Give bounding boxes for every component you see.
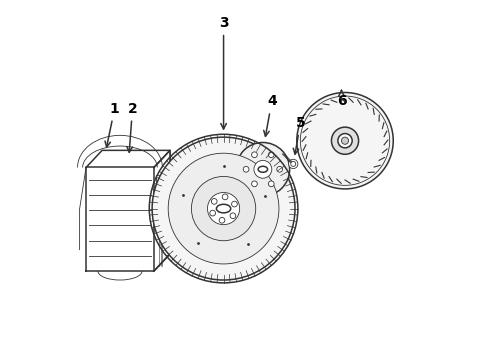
Circle shape <box>210 210 216 216</box>
Text: 2: 2 <box>127 102 137 152</box>
Circle shape <box>251 152 257 158</box>
Circle shape <box>219 217 225 223</box>
Circle shape <box>192 176 256 241</box>
Text: 6: 6 <box>337 91 346 108</box>
Circle shape <box>211 199 217 204</box>
Circle shape <box>342 137 348 144</box>
Circle shape <box>251 181 257 187</box>
Circle shape <box>338 134 352 148</box>
Circle shape <box>168 153 279 264</box>
Circle shape <box>152 137 295 280</box>
Circle shape <box>207 193 240 225</box>
Text: 4: 4 <box>264 94 277 136</box>
Circle shape <box>300 96 390 185</box>
Circle shape <box>230 213 236 219</box>
Text: 1: 1 <box>105 102 120 147</box>
Circle shape <box>243 166 249 172</box>
Circle shape <box>269 181 274 187</box>
Circle shape <box>254 160 272 178</box>
Circle shape <box>297 93 393 189</box>
Circle shape <box>222 194 228 200</box>
Circle shape <box>236 143 290 196</box>
Circle shape <box>277 166 283 172</box>
Text: 3: 3 <box>219 16 228 129</box>
Circle shape <box>289 159 298 168</box>
FancyBboxPatch shape <box>156 175 165 188</box>
Ellipse shape <box>258 166 268 172</box>
Ellipse shape <box>217 204 231 213</box>
Text: 5: 5 <box>293 116 305 154</box>
Circle shape <box>269 152 274 158</box>
Circle shape <box>331 127 359 154</box>
Circle shape <box>232 201 237 207</box>
Circle shape <box>291 161 296 166</box>
